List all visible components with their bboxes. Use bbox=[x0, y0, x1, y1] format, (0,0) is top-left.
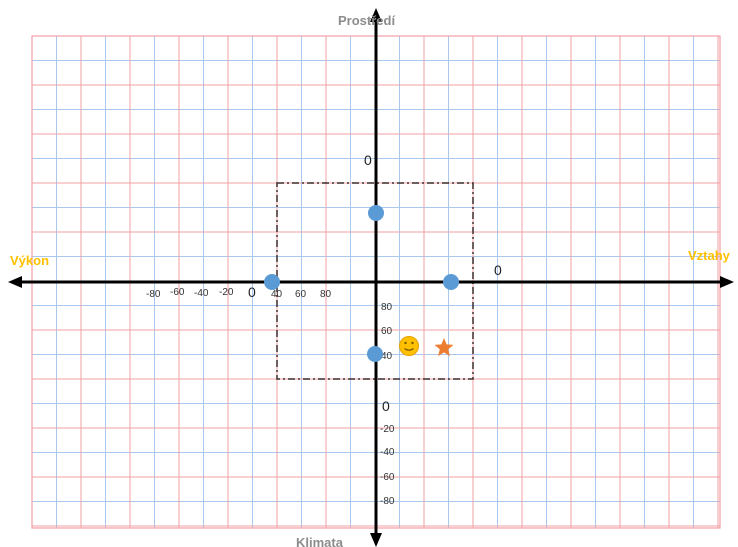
arrow-up-icon bbox=[370, 8, 382, 22]
zero-mark-top: 0 bbox=[364, 152, 372, 168]
label-bottom: Klimata bbox=[296, 535, 344, 547]
horizontal-axis bbox=[8, 276, 734, 288]
zero-mark-bottom: 0 bbox=[382, 398, 390, 414]
y-tick-label: -60 bbox=[380, 472, 395, 483]
point-left bbox=[264, 274, 280, 290]
x-tick-label: -80 bbox=[146, 289, 161, 300]
arrow-left-icon bbox=[8, 276, 22, 288]
x-tick-label: -20 bbox=[219, 287, 234, 298]
zero-mark-left: 0 bbox=[248, 284, 256, 300]
x-tick-label: 80 bbox=[320, 289, 332, 300]
star-icon bbox=[434, 338, 454, 357]
point-right bbox=[443, 274, 459, 290]
x-tick-label: 40 bbox=[271, 289, 283, 300]
label-top: Prostředí bbox=[338, 13, 395, 28]
zero-mark-right: 0 bbox=[494, 262, 502, 278]
y-tick-label: -20 bbox=[380, 424, 395, 435]
arrow-right-icon bbox=[720, 276, 734, 288]
y-tick-label: 60 bbox=[381, 326, 393, 337]
y-tick-label: -80 bbox=[380, 496, 395, 507]
x-tick-label: 60 bbox=[295, 289, 307, 300]
y-tick-label: 80 bbox=[381, 302, 393, 313]
point-top bbox=[368, 205, 384, 221]
x-tick-label: -40 bbox=[194, 288, 209, 299]
point-bottom bbox=[367, 346, 383, 362]
y-tick-label: -40 bbox=[380, 447, 395, 458]
arrow-down-icon bbox=[370, 533, 382, 547]
vertical-axis bbox=[370, 8, 382, 547]
x-tick-label: -60 bbox=[170, 287, 185, 298]
label-right: Vztahy bbox=[688, 248, 731, 263]
label-left: Výkon bbox=[10, 253, 49, 268]
y-tick-label: 40 bbox=[381, 351, 393, 362]
smiley-icon bbox=[399, 336, 419, 356]
